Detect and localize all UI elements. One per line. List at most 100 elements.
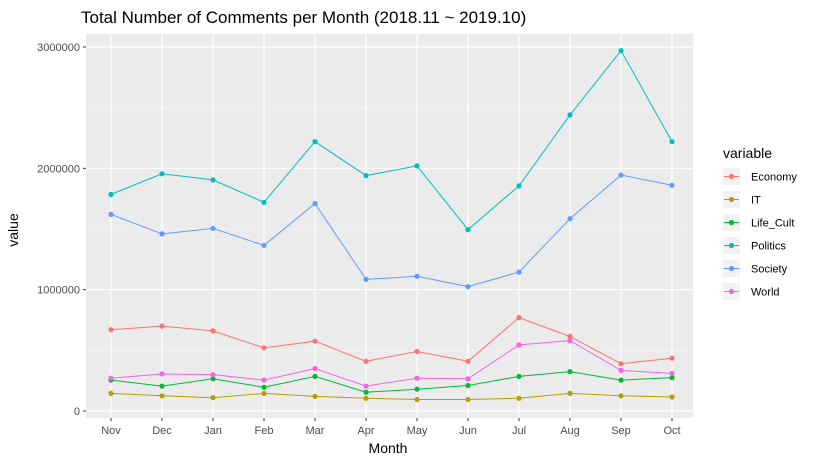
series-line <box>110 392 673 400</box>
legend-item: Politics <box>723 237 786 254</box>
data-point <box>414 163 420 169</box>
legend-key-point <box>728 196 735 203</box>
data-point <box>210 225 216 231</box>
data-point <box>465 382 471 389</box>
legend-label: IT <box>751 195 761 207</box>
data-point <box>261 242 267 248</box>
data-point <box>618 361 624 367</box>
x-tick-label: Jun <box>459 425 477 437</box>
legend-key-point <box>728 219 735 226</box>
data-point <box>363 389 369 395</box>
series-world <box>108 338 675 389</box>
data-point <box>261 384 267 390</box>
data-point <box>108 390 114 396</box>
data-point <box>669 355 675 361</box>
legend-item: IT <box>723 191 761 208</box>
legend-key-point <box>728 288 735 295</box>
series-line <box>110 49 673 231</box>
data-point <box>618 172 624 178</box>
plot-panel <box>86 34 693 418</box>
data-point <box>465 376 471 382</box>
y-tick-label: 2000000 <box>37 163 80 175</box>
legend-label: Life_Cult <box>751 218 794 230</box>
series-line <box>110 340 673 387</box>
x-tick-label: May <box>407 425 428 437</box>
data-point <box>669 370 675 376</box>
x-tick-label: Mar <box>306 425 325 437</box>
data-point <box>669 182 675 188</box>
data-point <box>312 365 318 372</box>
x-tick-label: Aug <box>560 425 580 437</box>
data-point <box>516 342 522 348</box>
legend-label: Society <box>751 264 788 276</box>
data-point <box>414 396 420 403</box>
data-point <box>261 199 267 205</box>
y-tick-label: 0 <box>74 406 80 418</box>
data-point <box>516 269 522 275</box>
data-point <box>210 372 216 378</box>
legend: variable Economy IT Life_Cult Politics Socie… <box>723 145 797 300</box>
data-point <box>669 375 675 381</box>
data-point <box>159 323 165 329</box>
data-point <box>108 211 114 217</box>
legend-item: Life_Cult <box>723 214 794 231</box>
data-point <box>108 327 114 333</box>
data-point <box>312 338 318 344</box>
data-point <box>465 358 471 364</box>
x-tick-label: Jul <box>512 425 526 437</box>
x-tick-label: Jan <box>204 425 222 437</box>
data-point <box>618 393 624 399</box>
data-point <box>414 386 420 392</box>
data-point <box>414 348 420 355</box>
y-axis-title: value <box>5 213 21 247</box>
data-point <box>516 315 522 321</box>
data-point <box>567 390 573 396</box>
legend-item: Economy <box>723 168 797 185</box>
series-economy <box>108 315 675 367</box>
data-point <box>567 369 573 375</box>
data-point <box>108 191 114 197</box>
data-point <box>669 394 675 400</box>
data-point <box>465 396 471 403</box>
chart-title: Total Number of Comments per Month (2018… <box>81 8 526 27</box>
series-society <box>108 172 675 290</box>
data-point <box>618 48 624 54</box>
data-point <box>312 373 318 379</box>
data-point <box>363 395 369 401</box>
legend-item: World <box>723 283 780 300</box>
data-point <box>414 375 420 381</box>
data-point <box>159 393 165 399</box>
legend-key-point <box>728 265 735 272</box>
panel-background <box>86 34 693 418</box>
legend-title: variable <box>723 145 772 161</box>
y-tick-label: 3000000 <box>37 42 80 54</box>
series-politics <box>108 48 675 233</box>
legend-key-point <box>728 242 735 249</box>
series-life-cult <box>108 369 675 395</box>
series-line <box>110 174 673 288</box>
data-point <box>210 376 216 382</box>
data-point <box>261 345 267 351</box>
legend-label: Economy <box>751 172 797 184</box>
data-point <box>618 367 624 373</box>
data-point <box>363 358 369 364</box>
data-point <box>312 139 318 145</box>
data-point <box>567 216 573 222</box>
data-point <box>567 333 573 339</box>
data-point <box>516 395 522 401</box>
data-point <box>465 227 471 233</box>
data-point <box>159 383 165 389</box>
data-point <box>261 390 267 396</box>
data-point <box>363 383 369 389</box>
data-point <box>312 200 318 207</box>
x-tick-label: Dec <box>152 425 172 437</box>
data-point <box>414 273 420 279</box>
x-tick-label: Feb <box>255 425 274 437</box>
data-point <box>567 338 573 344</box>
data-point <box>465 284 471 290</box>
data-point <box>669 139 675 145</box>
data-point <box>618 377 624 383</box>
x-axis-title: Month <box>369 440 408 456</box>
data-point <box>210 177 216 183</box>
